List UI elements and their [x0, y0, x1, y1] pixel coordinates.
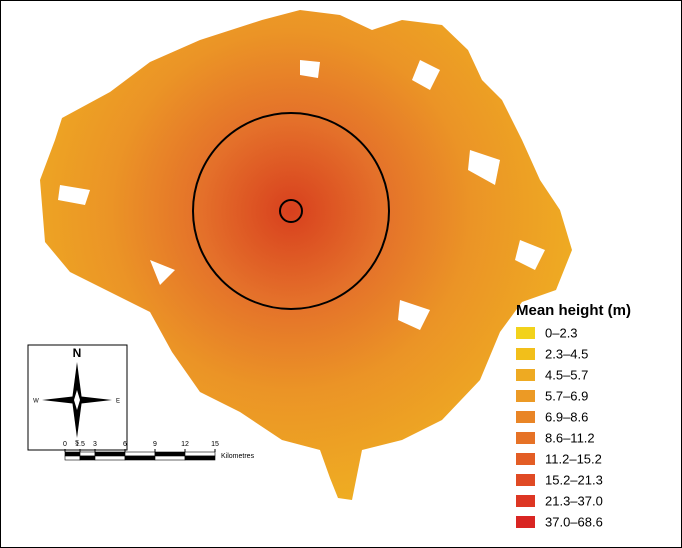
legend-swatch [516, 474, 535, 486]
legend-swatch [516, 453, 535, 465]
scale-segment [64, 455, 81, 461]
compass-north: N [73, 346, 82, 360]
scale-segment [79, 451, 96, 457]
legend-swatch [516, 369, 535, 381]
legend-title: Mean height (m) [516, 302, 631, 319]
compass-south: S [75, 441, 79, 447]
legend-swatch [516, 516, 535, 528]
scale-segment [184, 451, 216, 457]
legend-label: 8.6–11.2 [545, 430, 595, 445]
gap [468, 150, 500, 185]
legend-label: 5.7–6.9 [545, 388, 588, 403]
legend-label: 37.0–68.6 [545, 514, 603, 529]
gap [150, 260, 175, 285]
scale-segment [154, 451, 186, 457]
scale-segment [124, 451, 156, 457]
legend-swatch [516, 432, 535, 444]
inner-ring [279, 199, 303, 223]
legend-swatch [516, 348, 535, 360]
outer-ring [192, 112, 390, 310]
legend-label: 2.3–4.5 [545, 346, 588, 361]
scale-segment [154, 455, 186, 461]
legend-label: 11.2–15.2 [545, 451, 602, 466]
legend-label: 21.3–37.0 [545, 493, 603, 508]
scale-segment [184, 455, 216, 461]
legend-swatch [516, 327, 535, 339]
gap [58, 185, 90, 205]
legend-label: 15.2–21.3 [545, 472, 603, 487]
gap [412, 60, 440, 90]
scale-segment [64, 451, 81, 457]
legend-label: 6.9–8.6 [545, 409, 588, 424]
scale-segment [94, 455, 126, 461]
compass-east: E [116, 399, 120, 405]
legend-label: 4.5–5.7 [545, 367, 588, 382]
city-area [40, 10, 572, 500]
gap [515, 240, 545, 270]
legend-swatch [516, 411, 535, 423]
gap [300, 60, 320, 78]
legend-swatch [516, 390, 535, 402]
scale-segment [79, 455, 96, 461]
scale-tick-label: 12 [181, 441, 189, 448]
scale-tick-label: 15 [211, 441, 219, 448]
scale-tick-label: 0 [63, 441, 67, 448]
scale-tick-label: 1.5 [75, 441, 85, 448]
legend-label: 0–2.3 [545, 325, 578, 340]
scale-unit: Kilometres [221, 453, 255, 460]
scale-segment [124, 455, 156, 461]
compass-west: W [33, 399, 39, 405]
scale-segment [94, 451, 126, 457]
gaps [58, 60, 545, 330]
compass: N W E S [27, 344, 128, 451]
scale-tick-label: 3 [93, 441, 97, 448]
legend: Mean height (m) 0–2.3 2.3–4.5 4.5–5.7 5.7–6… [516, 302, 631, 529]
compass-hub [74, 390, 80, 410]
scale-tick-label: 9 [153, 441, 157, 448]
scale-tick-label: 6 [123, 441, 127, 448]
gap [398, 300, 430, 330]
legend-swatch [516, 495, 535, 507]
